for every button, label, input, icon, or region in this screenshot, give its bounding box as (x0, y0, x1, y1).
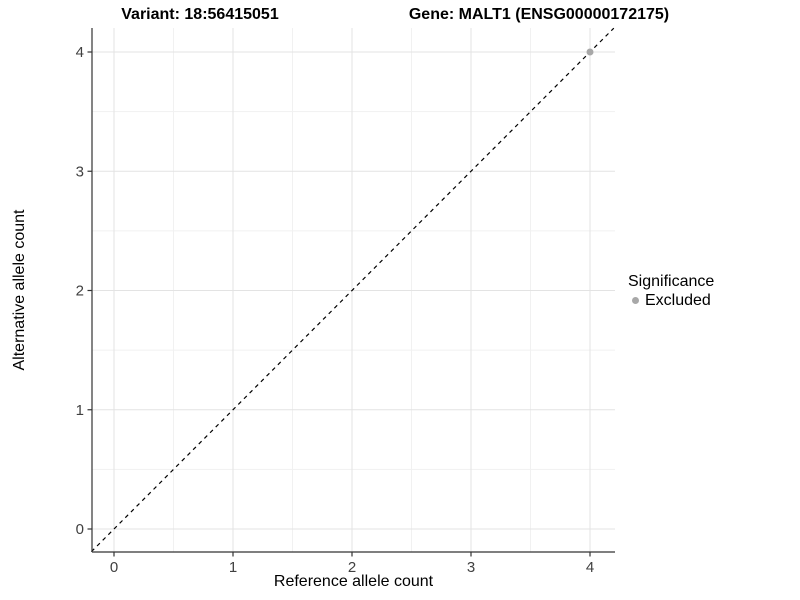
x-tick-label: 3 (467, 559, 475, 576)
data-points (586, 48, 594, 56)
major-gridlines (92, 28, 615, 552)
y-tick-label: 0 (76, 521, 84, 538)
legend: Significance Excluded (628, 272, 714, 310)
y-tick-label: 1 (76, 402, 84, 419)
y-tick-label: 3 (76, 163, 84, 180)
plot-title-variant: Variant: 18:56415051 (121, 6, 279, 23)
legend-item-excluded: Excluded (632, 291, 714, 310)
legend-title: Significance (628, 273, 715, 290)
identity-line (90, 27, 615, 553)
tick-marks (87, 51, 591, 557)
y-axis-label: Alternative allele count (11, 209, 28, 371)
legend-point-icon (632, 297, 639, 304)
legend-item-label: Excluded (645, 292, 711, 309)
x-tick-label: 0 (110, 559, 118, 576)
plot-title-gene: Gene: MALT1 (ENSG00000172175) (408, 6, 670, 23)
x-axis-label: Reference allele count (273, 573, 434, 590)
y-tick-label: 2 (76, 283, 84, 300)
data-point (586, 48, 594, 56)
tick-labels: 0 1 2 3 4 0 1 2 3 4 (76, 44, 595, 576)
y-tick-label: 4 (76, 44, 84, 61)
x-tick-label: 1 (229, 559, 237, 576)
x-tick-label: 2 (348, 559, 356, 576)
x-tick-label: 4 (586, 559, 594, 576)
